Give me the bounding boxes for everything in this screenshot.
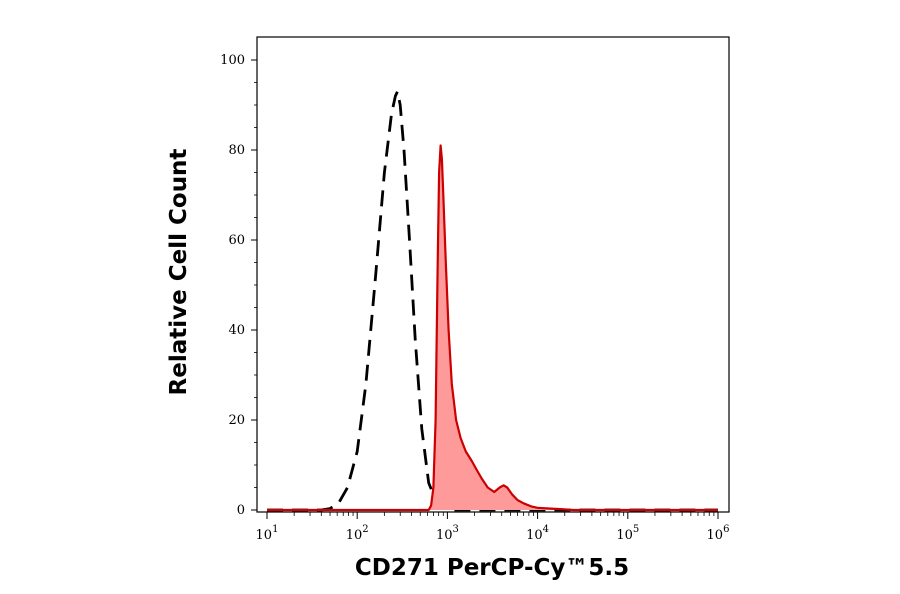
series-1-line (267, 90, 718, 512)
x-tick-label: 106 (707, 524, 730, 543)
x-axis: 101 102 103 104 105 106 (256, 512, 730, 543)
y-tick-label: 0 (237, 503, 245, 518)
series-2-line (267, 144, 718, 512)
x-tick-label: 104 (526, 524, 549, 543)
y-axis-title: Relative Cell Count (166, 149, 192, 396)
x-tick-label: 101 (256, 524, 279, 543)
y-tick-label: 80 (228, 143, 245, 158)
y-tick-label: 20 (228, 413, 245, 428)
x-tick-label: 103 (436, 524, 459, 543)
y-tick-label: 40 (228, 323, 245, 338)
x-axis-title: CD271 PerCP-Cy™5.5 (355, 555, 629, 581)
x-tick-label: 105 (616, 524, 639, 543)
plot-frame (256, 36, 730, 513)
x-tick-label: 102 (346, 524, 369, 543)
y-tick-label: 100 (220, 53, 245, 68)
plot-border (256, 36, 730, 513)
series-group (267, 90, 718, 512)
series-2-fill (267, 145, 718, 510)
y-axis: 0 20 40 60 80 100 (220, 53, 257, 518)
y-tick-label: 60 (228, 233, 245, 248)
